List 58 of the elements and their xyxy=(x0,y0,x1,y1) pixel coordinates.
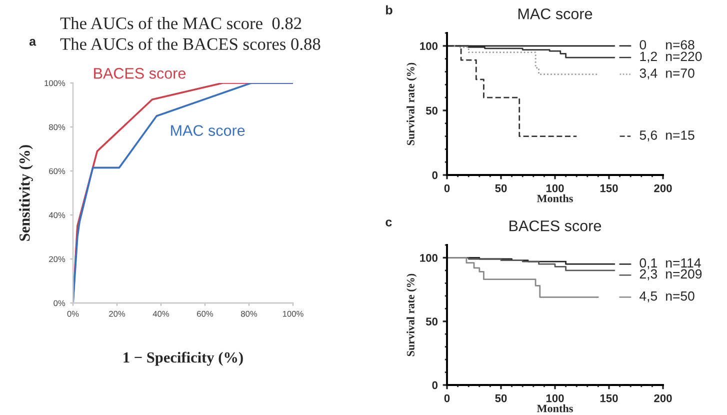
x-tick-label: 0 xyxy=(444,184,450,192)
x-axis-title: Months xyxy=(536,404,573,412)
chart-title: The AUCs of the MAC score 0.82 xyxy=(60,16,302,30)
x-tick-label: 100 xyxy=(546,184,564,192)
y-tick-label: 80% xyxy=(49,124,66,130)
y-tick-label: 100% xyxy=(44,80,66,86)
text: n=15 xyxy=(666,130,694,140)
y-tick-label: 0% xyxy=(54,300,66,306)
legend-label: 3,4 xyxy=(640,68,658,80)
text: b xyxy=(386,5,392,14)
x-tick-label: 100% xyxy=(282,310,304,317)
x-tick-label: 100 xyxy=(546,394,564,402)
y-tick-label: 50 xyxy=(426,318,438,326)
y-tick-label: 100 xyxy=(420,254,438,262)
x-tick-label: 50 xyxy=(495,184,507,192)
text: n=220 xyxy=(666,52,702,62)
y-tick-label: 0 xyxy=(432,381,438,390)
x-tick-label: 0 xyxy=(444,394,450,402)
y-axis-title: Survival rate (%) xyxy=(406,274,417,356)
series-label: MAC score xyxy=(171,125,245,136)
legend-label: 1,2 xyxy=(640,52,657,63)
y-tick-label: 20% xyxy=(49,256,66,262)
text: n=50 xyxy=(666,291,694,301)
x-tick-label: 200 xyxy=(654,184,672,192)
chart-title: MAC score xyxy=(518,8,592,20)
x-tick-label: 40% xyxy=(152,310,170,317)
y-tick-label: 50 xyxy=(426,106,438,115)
text: n=209 xyxy=(666,269,702,279)
text: a xyxy=(29,38,36,46)
legend-label: 0,1 xyxy=(640,258,657,270)
x-tick-label: 80% xyxy=(241,310,258,317)
legend-label: 4,5 xyxy=(640,292,658,302)
text: n=70 xyxy=(666,68,694,78)
x-tick-label: 150 xyxy=(600,184,618,192)
legend-label: 5,6 xyxy=(640,130,657,142)
y-tick-label: 40% xyxy=(48,212,66,218)
x-axis-title: Months xyxy=(536,194,573,202)
text: n=68 xyxy=(666,40,694,50)
y-tick-label: 100 xyxy=(420,42,438,50)
y-axis-title: Survival rate (%) xyxy=(406,62,417,146)
series-label: BACES score xyxy=(94,68,186,79)
x-tick-label: 60% xyxy=(197,310,214,317)
chart-subtitle: The AUCs of the BACES scores 0.88 xyxy=(60,38,320,50)
text: c xyxy=(386,220,392,226)
x-axis-title: 1 − Specificity (%) xyxy=(124,352,243,366)
x-tick-label: 150 xyxy=(600,394,618,402)
text: n=114 xyxy=(666,258,701,268)
y-tick-label: 0 xyxy=(432,171,438,180)
chart-title: BACES score xyxy=(510,220,602,232)
legend-label: 2,3 xyxy=(640,269,657,280)
y-axis-title: Sensitivity (%) xyxy=(19,145,33,241)
x-tick-label: 0% xyxy=(67,310,79,317)
x-tick-label: 20% xyxy=(109,310,126,317)
x-tick-label: 200 xyxy=(654,394,672,402)
x-tick-label: 50 xyxy=(495,394,507,402)
legend-label: 0 xyxy=(640,40,646,50)
line-series xyxy=(73,83,293,303)
y-tick-label: 60% xyxy=(49,168,66,174)
